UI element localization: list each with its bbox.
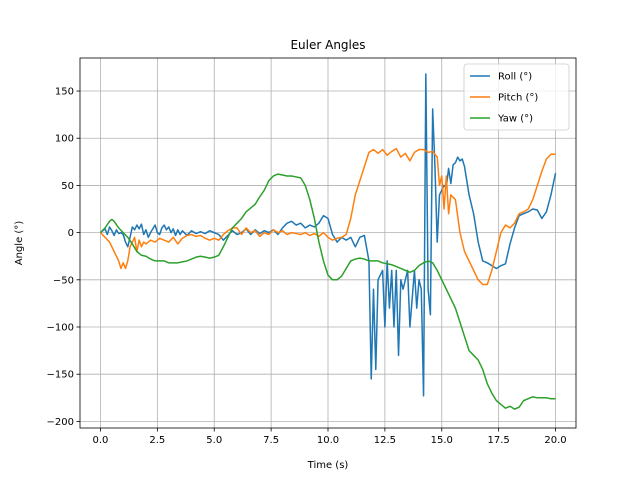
y-tick-label: 50 — [61, 181, 74, 192]
y-tick-label: 0 — [68, 228, 74, 239]
x-tick-label: 20.0 — [544, 435, 566, 446]
legend-label-0: Roll (°) — [498, 72, 532, 83]
x-tick-label: 12.5 — [374, 435, 396, 446]
y-tick-label: −150 — [47, 370, 74, 381]
legend-label-2: Yaw (°) — [497, 114, 533, 125]
series-line-1 — [99, 147, 556, 286]
y-tick-label: 150 — [55, 87, 74, 98]
x-axis-label: Time (s) — [307, 460, 349, 471]
legend-label-1: Pitch (°) — [498, 93, 538, 104]
legend-box — [463, 63, 570, 131]
legend: Roll (°) Pitch (°) Yaw (°) — [463, 63, 570, 131]
series-line-0 — [100, 73, 557, 397]
y-tick-label: −50 — [53, 275, 74, 286]
series-line-2 — [99, 173, 556, 410]
y-tick-label: 100 — [55, 134, 74, 145]
x-tick-label: 5.0 — [206, 435, 222, 446]
x-tick-label: 7.5 — [263, 435, 279, 446]
y-tick-label: −100 — [47, 323, 74, 334]
axis-ticks: 0.0 2.5 5.0 7.5 10.0 12.5 15.0 17.5 20.0 150 100 50… — [47, 87, 567, 446]
y-tick-label: −200 — [47, 417, 74, 428]
chart-title: Euler Angles — [290, 38, 365, 52]
y-axis-label: Angle (°) — [14, 221, 25, 266]
series-layer — [99, 73, 557, 410]
x-tick-label: 15.0 — [431, 435, 453, 446]
x-tick-label: 2.5 — [149, 435, 165, 446]
x-tick-label: 17.5 — [488, 435, 510, 446]
x-tick-label: 10.0 — [317, 435, 339, 446]
x-tick-label: 0.0 — [93, 435, 109, 446]
